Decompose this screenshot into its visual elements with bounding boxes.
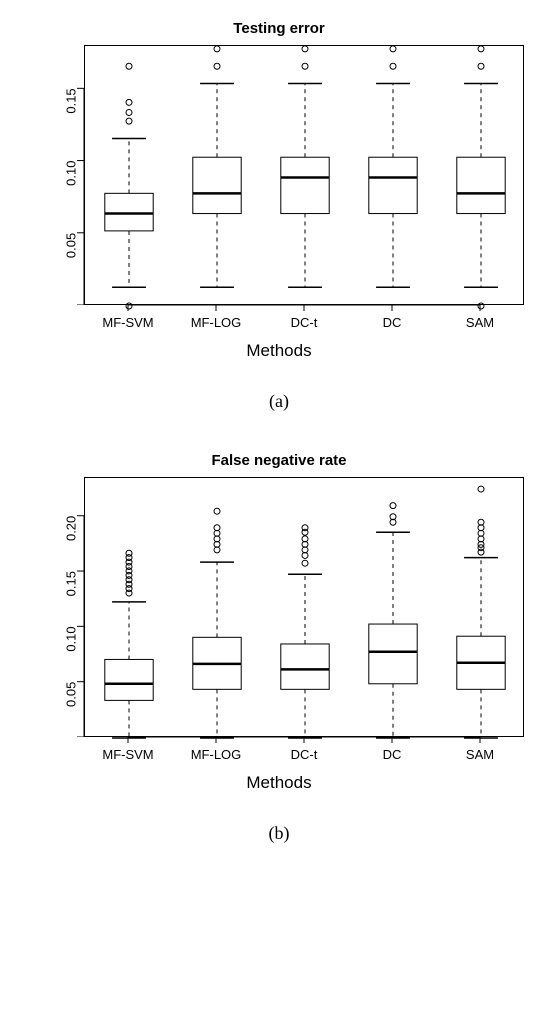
chart-a-ytick-label: 0.15 xyxy=(63,88,78,113)
chart-b-outlier xyxy=(390,503,396,509)
chart-b-outlier xyxy=(214,508,220,514)
chart-b-outlier xyxy=(302,560,308,566)
chart-b-ytick-label: 0.05 xyxy=(63,682,78,707)
chart-a-outlier xyxy=(302,46,308,52)
chart-b-xtick-label: DC xyxy=(383,747,402,762)
chart-a-outlier xyxy=(214,63,220,69)
chart-a-xtick-label: DC xyxy=(383,315,402,330)
chart-b-outlier xyxy=(126,590,132,596)
chart-b-ytick-label: 0.10 xyxy=(63,626,78,651)
chart-a-xtick-label: SAM xyxy=(466,315,494,330)
chart-b-xtick-label: MF-LOG xyxy=(191,747,242,762)
chart-b-xtick-label: SAM xyxy=(466,747,494,762)
chart-a-xtick-label: MF-SVM xyxy=(102,315,153,330)
chart-a-outlier xyxy=(126,63,132,69)
chart-a-outlier xyxy=(390,46,396,52)
chart-a-outlier xyxy=(126,99,132,105)
chart-a-title: Testing error xyxy=(20,20,538,37)
figure-b: False negative rate 0.000.050.100.150.20… xyxy=(20,452,538,844)
chart-a-xtick-label: MF-LOG xyxy=(191,315,242,330)
chart-b-wrap: 0.000.050.100.150.20MF-SVMMF-LOGDC-tDCSA… xyxy=(34,477,524,767)
chart-b-xlabel: Methods xyxy=(20,773,538,793)
chart-a-ytick-label: 0.05 xyxy=(63,233,78,258)
chart-b-box xyxy=(105,659,153,700)
chart-b-box xyxy=(281,644,329,689)
chart-a-outlier xyxy=(390,63,396,69)
chart-b-caption: (b) xyxy=(20,823,538,844)
chart-b-outlier xyxy=(478,549,484,555)
chart-b-title: False negative rate xyxy=(20,452,538,469)
chart-a-xlabel: Methods xyxy=(20,341,538,361)
chart-a-xtick-label: DC-t xyxy=(291,315,318,330)
chart-b-y-axis: 0.000.050.100.150.20 xyxy=(34,477,84,737)
chart-b-ytick-label: 0.20 xyxy=(63,516,78,541)
chart-b-xtick-label: MF-SVM xyxy=(102,747,153,762)
chart-a-x-axis: MF-SVM MF-LOG DC-t DC SAM xyxy=(84,305,524,335)
chart-b-x-axis: MF-SVM MF-LOG DC-t DC SAM xyxy=(84,737,524,767)
chart-b-outlier xyxy=(302,529,308,535)
chart-a-box xyxy=(193,157,241,213)
chart-a-box xyxy=(369,157,417,213)
chart-a-box xyxy=(105,193,153,231)
chart-a-box xyxy=(281,157,329,213)
chart-a-y-axis: 0.000.050.100.15 xyxy=(34,45,84,305)
chart-a-outlier xyxy=(478,46,484,52)
chart-a-outlier xyxy=(126,118,132,124)
chart-a-caption: (a) xyxy=(20,391,538,412)
chart-a-outlier xyxy=(126,109,132,115)
chart-a-box xyxy=(457,157,505,213)
chart-b-box xyxy=(369,624,417,684)
chart-a-outlier xyxy=(302,63,308,69)
figure-a: Testing error 0.000.050.100.15MF-SVMMF-L… xyxy=(20,20,538,412)
chart-b-outlier xyxy=(478,486,484,492)
chart-a-ytick-label: 0.10 xyxy=(63,161,78,186)
chart-b-plot-area xyxy=(84,477,524,737)
chart-a-plot-area xyxy=(84,45,524,305)
chart-a-outlier xyxy=(214,46,220,52)
chart-b-ytick-label: 0.15 xyxy=(63,571,78,596)
chart-a-outlier xyxy=(478,63,484,69)
chart-a-wrap: 0.000.050.100.15MF-SVMMF-LOGDC-tDCSAM xyxy=(34,45,524,335)
chart-b-xtick-label: DC-t xyxy=(291,747,318,762)
